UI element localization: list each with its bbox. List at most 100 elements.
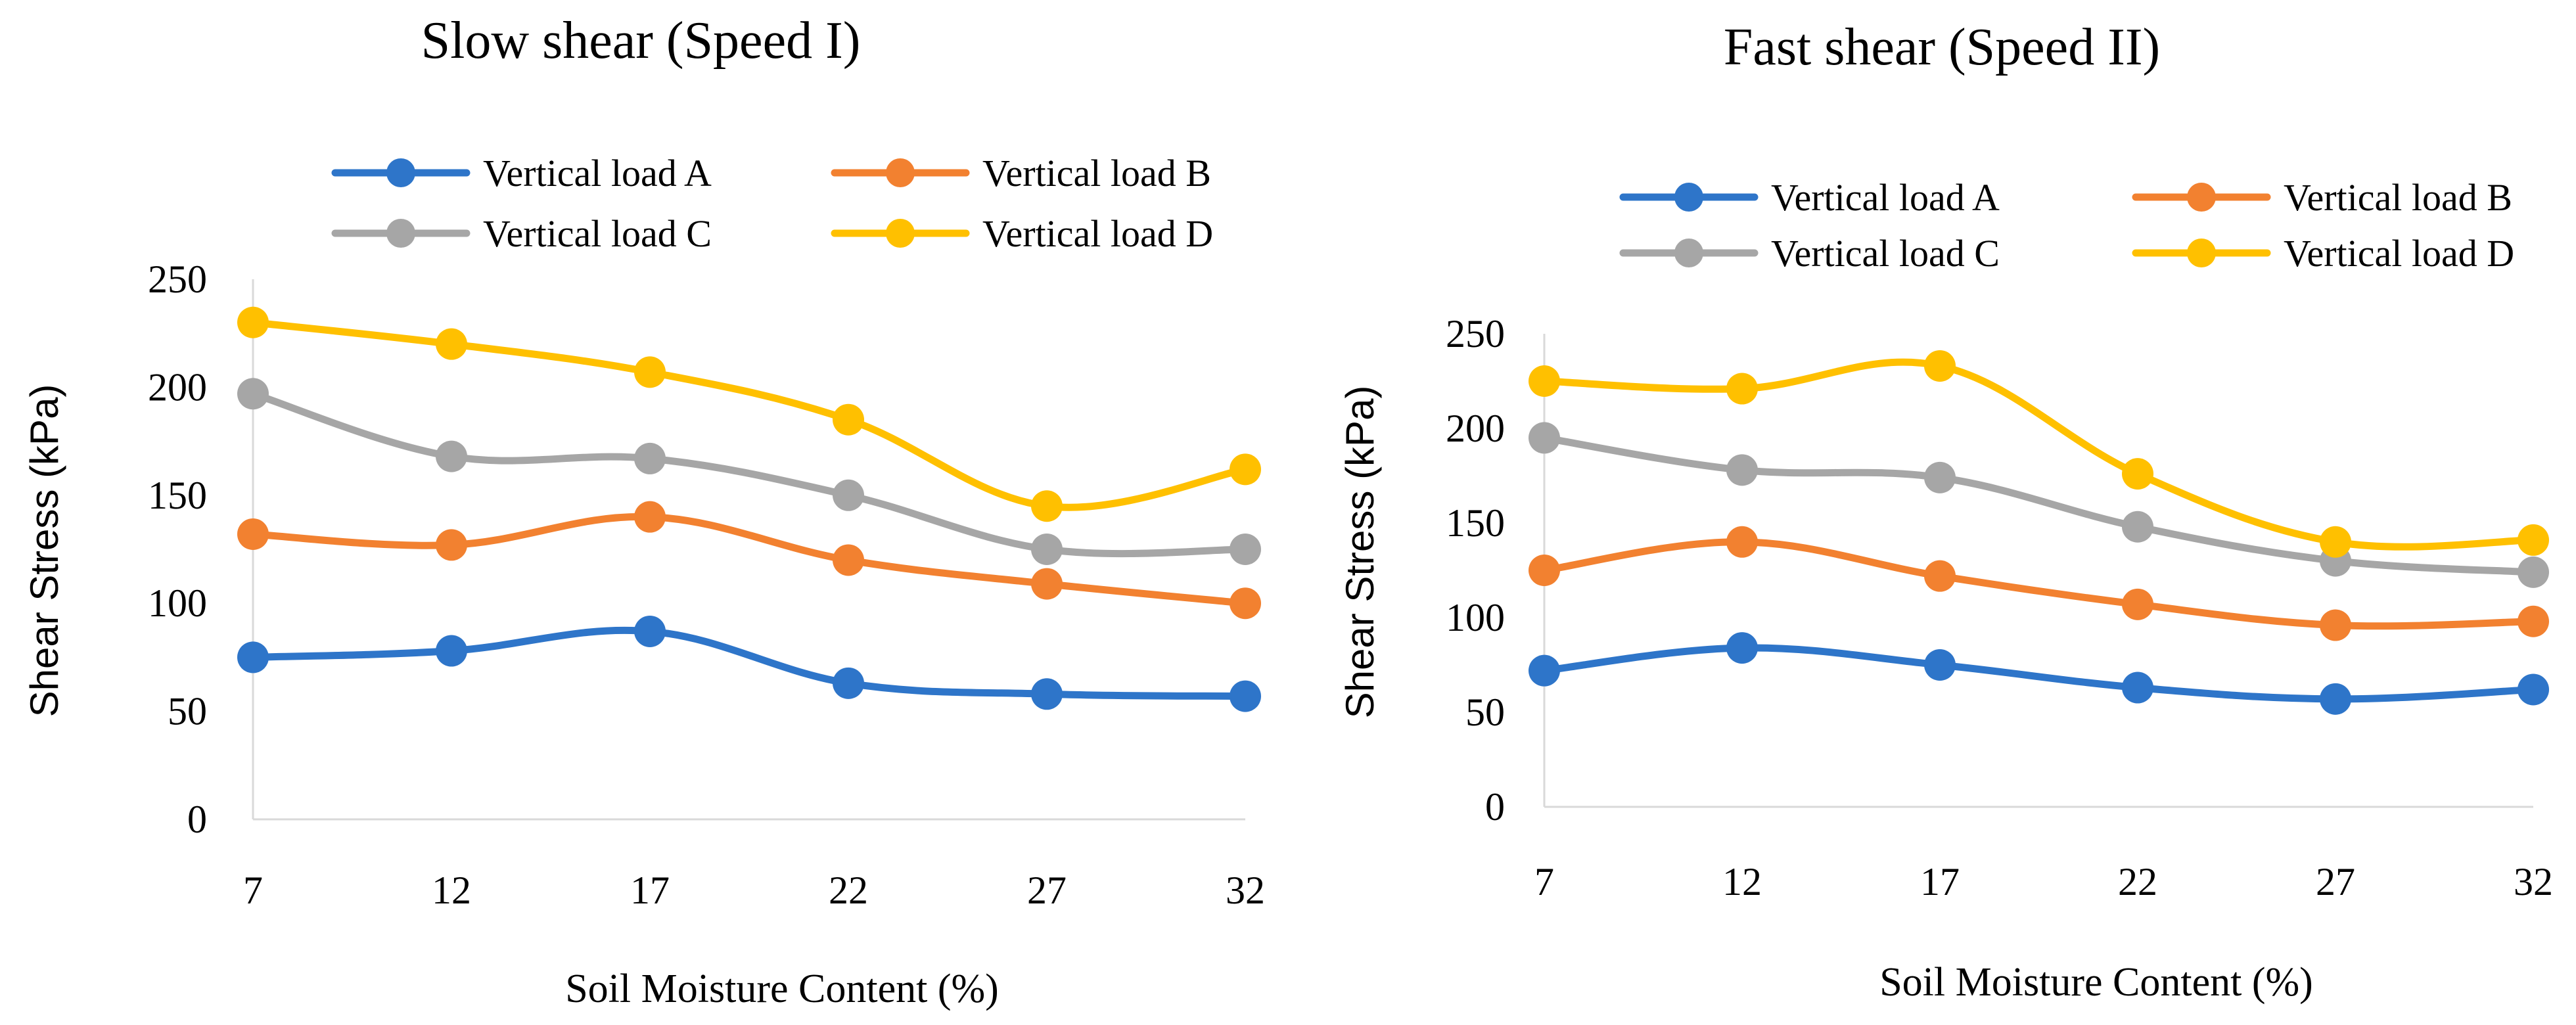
- y-tick-label: 250: [148, 258, 207, 301]
- y-tick-label: 50: [168, 690, 207, 733]
- data-point: [2518, 673, 2549, 706]
- series-vertical-load-a: [1529, 632, 2549, 715]
- data-point: [436, 529, 467, 561]
- x-tick-label: 7: [243, 869, 263, 912]
- data-point: [1529, 555, 1560, 586]
- x-tick-label: 12: [432, 869, 471, 912]
- legend-label: Vertical load A: [1771, 176, 2000, 219]
- x-tick-label: 27: [2316, 860, 2355, 903]
- x-tick-label: 22: [2118, 860, 2157, 903]
- data-point: [436, 635, 467, 667]
- x-axis-label: Soil Moisture Content (%): [565, 967, 999, 1011]
- series-line: [1540, 644, 2537, 703]
- data-point: [1230, 453, 1261, 486]
- data-point: [1726, 454, 1758, 486]
- data-point: [1031, 490, 1063, 522]
- data-point: [1529, 422, 1560, 454]
- legend-label: Vertical load D: [2284, 232, 2514, 275]
- legend-entry: Vertical load C: [331, 212, 712, 255]
- data-point: [2518, 524, 2549, 556]
- legend-label: Vertical load B: [2284, 176, 2512, 219]
- data-point: [237, 306, 269, 338]
- legend-marker: [1674, 239, 1703, 267]
- data-point: [833, 479, 864, 511]
- y-tick-label: 200: [148, 365, 207, 409]
- data-point: [2518, 556, 2549, 588]
- data-point: [1924, 649, 1956, 681]
- legend-entry: Vertical load D: [831, 212, 1213, 255]
- slow-shear-chart: Slow shear (Speed I) Soil Moisture Conte…: [22, 12, 1265, 1011]
- legend-marker: [886, 219, 915, 248]
- y-axis-label: Shear Stress (kPa): [1338, 386, 1382, 719]
- data-point: [2122, 672, 2153, 704]
- legend-marker: [1674, 183, 1703, 212]
- data-point: [2320, 609, 2351, 641]
- data-point: [237, 378, 269, 410]
- series-line: [249, 390, 1249, 558]
- data-point: [1924, 560, 1956, 592]
- series-line: [1540, 538, 2537, 630]
- legend-entry: Vertical load C: [1619, 232, 2000, 275]
- data-point: [1230, 534, 1261, 565]
- legend-label: Vertical load B: [982, 152, 1211, 194]
- data-point: [1031, 534, 1063, 565]
- legend-marker: [2187, 239, 2216, 267]
- x-tick-label: 17: [630, 869, 670, 912]
- data-point: [2122, 588, 2153, 620]
- y-tick-label: 250: [1446, 312, 1505, 355]
- data-point: [1230, 680, 1261, 712]
- y-tick-label: 50: [1465, 691, 1505, 734]
- data-point: [634, 501, 666, 533]
- data-point: [2320, 526, 2351, 558]
- data-point: [2122, 458, 2153, 490]
- x-tick-label: 27: [1027, 869, 1067, 912]
- y-tick-label: 0: [1485, 785, 1505, 829]
- data-point: [1031, 568, 1063, 600]
- data-point: [634, 356, 666, 388]
- data-point: [436, 440, 467, 472]
- series-vertical-load-d: [237, 306, 1261, 522]
- x-tick-label: 12: [1722, 860, 1762, 903]
- data-point: [1726, 373, 1758, 405]
- series-vertical-load-a: [237, 615, 1261, 712]
- chart-title: Fast shear (Speed II): [1724, 18, 2160, 76]
- chart-title: Slow shear (Speed I): [421, 12, 861, 70]
- data-point: [2320, 683, 2351, 715]
- data-point: [833, 667, 864, 699]
- legend-marker: [386, 158, 415, 187]
- series-vertical-load-d: [1529, 350, 2549, 558]
- x-tick-label: 7: [1534, 860, 1554, 903]
- series-vertical-load-c: [1529, 422, 2549, 588]
- series-line: [249, 319, 1249, 511]
- data-point: [237, 518, 269, 550]
- y-tick-label: 100: [1446, 596, 1505, 639]
- series-line: [1540, 434, 2537, 576]
- y-tick-label: 150: [148, 474, 207, 517]
- series-line: [1540, 358, 2537, 551]
- y-tick-label: 150: [1446, 501, 1505, 545]
- x-tick-label: 17: [1920, 860, 1960, 903]
- legend-label: Vertical load C: [1771, 232, 2000, 275]
- legend-label: Vertical load A: [483, 152, 712, 194]
- x-tick-label: 32: [1226, 869, 1265, 912]
- series-vertical-load-c: [237, 378, 1261, 565]
- data-point: [1726, 632, 1758, 664]
- data-point: [1230, 587, 1261, 620]
- y-axis-label: Shear Stress (kPa): [22, 384, 66, 718]
- x-tick-label: 22: [829, 869, 868, 912]
- legend-marker: [386, 219, 415, 248]
- data-point: [2518, 605, 2549, 637]
- data-point: [833, 544, 864, 576]
- data-point: [1031, 678, 1063, 710]
- data-point: [2122, 511, 2153, 543]
- legend-entry: Vertical load A: [331, 152, 712, 194]
- series-line: [249, 512, 1249, 607]
- data-point: [1924, 350, 1956, 382]
- legend-entry: Vertical load B: [831, 152, 1211, 194]
- y-tick-label: 100: [148, 581, 207, 625]
- legend-label: Vertical load C: [483, 212, 712, 255]
- data-point: [1726, 526, 1758, 558]
- series-vertical-load-b: [1529, 526, 2549, 641]
- data-point: [634, 442, 666, 474]
